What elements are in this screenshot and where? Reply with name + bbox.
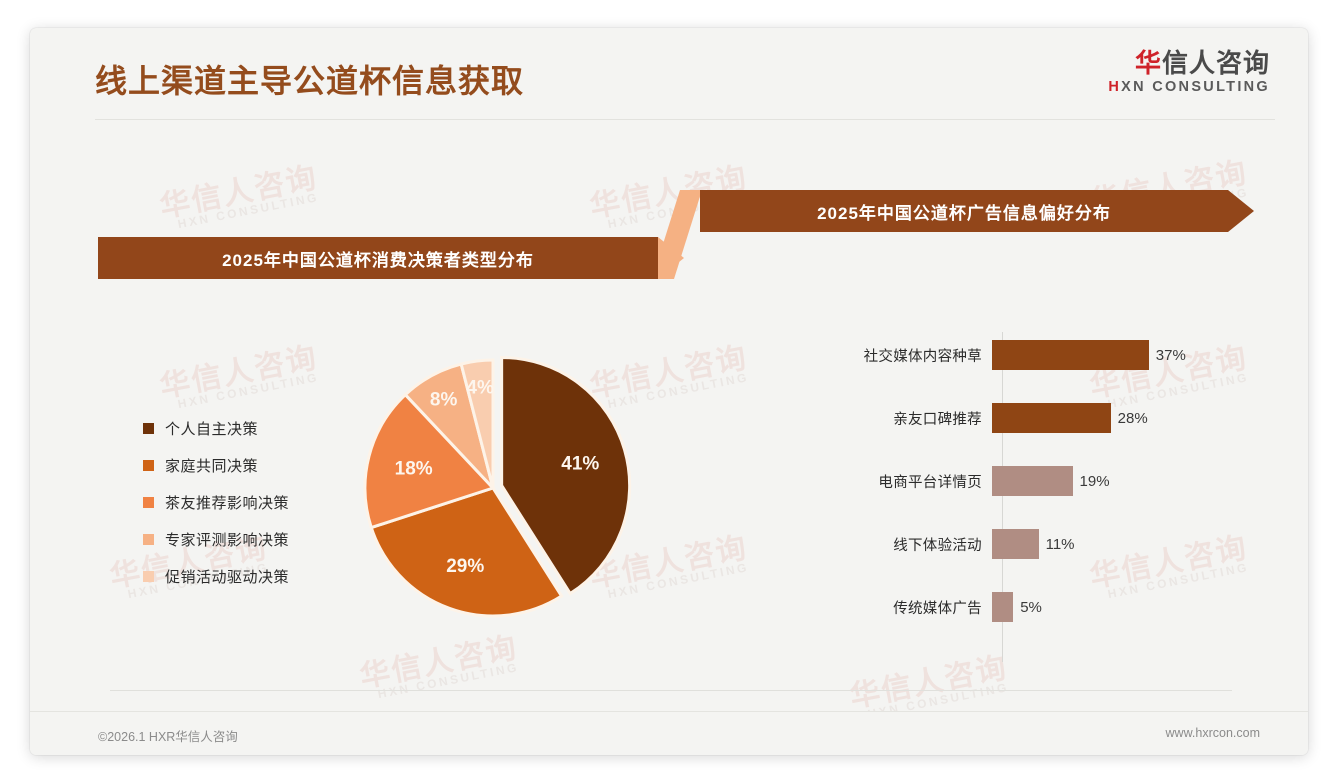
slide-header: 线上渠道主导公道杯信息获取 华信人咨询 HXN CONSULTING [30, 28, 1308, 120]
bar-chart-row[interactable]: 社交媒体内容种草 37% [790, 340, 1260, 370]
bar-category-label: 线下体验活动 [893, 537, 982, 554]
pie-slice-value: 18% [395, 459, 433, 480]
pie-slice-value: 29% [446, 556, 484, 577]
copyright-text: ©2026.1 HXR华信人咨询 [98, 730, 238, 744]
pie-legend-label: 家庭共同决策 [165, 458, 259, 475]
pie-slice[interactable] [500, 355, 632, 596]
pie-legend: 个人自主决策 家庭共同决策茶友推荐影响决策 专家评测影响决策 促销活动驱动决策 [143, 418, 289, 603]
pie-legend-item[interactable]: 家庭共同决策 [143, 455, 289, 476]
bar-track: 5% [992, 592, 1260, 622]
logo-en-rest: XN CONSULTING [1121, 79, 1270, 96]
bar-chart-row[interactable]: 传统媒体广告 5% [790, 592, 1260, 622]
bar-track: 28% [992, 403, 1260, 433]
logo-cn-rest: 信人咨询 [1161, 48, 1270, 78]
banner-right-title: 2025年中国公道杯广告信息偏好分布 [700, 190, 1254, 232]
bar-track: 11% [992, 529, 1260, 559]
slide-footer: ©2026.1 HXR华信人咨询 www.hxrcon.com [30, 711, 1308, 755]
pie-legend-item[interactable]: 专家评测影响决策 [143, 529, 289, 550]
pie-chart: 41% 29% 18% 8% 4% [363, 355, 632, 618]
bar-category-label: 社交媒体内容种草 [863, 348, 982, 365]
pie-chart-panel: 个人自主决策 家庭共同决策茶友推荐影响决策 专家评测影响决策 促销活动驱动决策 41%… [98, 318, 658, 678]
logo-english: HXN CONSULTING [1108, 79, 1270, 95]
bar-fill[interactable] [992, 403, 1111, 433]
bar-value-label: 5% [1020, 598, 1042, 616]
legend-swatch-icon [143, 571, 154, 582]
page-title: 线上渠道主导公道杯信息获取 [95, 63, 525, 99]
logo-chinese: 华信人咨询 [1108, 48, 1270, 78]
bar-value-label: 11% [1045, 535, 1075, 553]
pie-legend-item[interactable]: 促销活动驱动决策 [143, 566, 289, 587]
header-divider [95, 119, 1275, 120]
website-url[interactable]: www.hxrcon.com [1165, 726, 1260, 740]
bar-track: 19% [992, 466, 1260, 496]
bar-fill[interactable] [992, 466, 1073, 496]
banner-layer: 2025年中国公道杯消费决策者类型分布 2025年中国公道杯广告信息偏好分布 [30, 28, 1308, 755]
legend-swatch-icon [143, 460, 154, 471]
pie-slice[interactable] [459, 358, 495, 489]
bar-fill[interactable] [992, 529, 1039, 559]
pie-legend-label: 促销活动驱动决策 [165, 569, 290, 586]
banner-left-title: 2025年中国公道杯消费决策者类型分布 [98, 237, 684, 279]
legend-swatch-icon [143, 423, 154, 434]
pie-slice[interactable] [363, 392, 496, 530]
legend-swatch-icon [143, 534, 154, 545]
pie-slice-value: 4% [466, 377, 494, 398]
pie-legend-item[interactable]: 个人自主决策 [143, 418, 289, 439]
bar-chart-panel: 社交媒体内容种草 37% 亲友口碑推荐 28% 电商平台详情页 19% 线下体验活动 11% 传… [790, 318, 1260, 678]
bar-chart-row[interactable]: 线下体验活动 11% [790, 529, 1260, 559]
bar-value-label: 19% [1079, 472, 1110, 490]
legend-swatch-icon [143, 497, 154, 508]
pie-legend-label: 茶友推荐影响决策 [165, 495, 290, 512]
pie-legend-label: 专家评测影响决策 [165, 532, 290, 549]
bar-category-label: 亲友口碑推荐 [893, 411, 982, 428]
pie-slice-value: 8% [430, 389, 458, 410]
pie-slice-value: 41% [561, 454, 599, 475]
pie-legend-label: 个人自主决策 [165, 421, 259, 438]
bar-track: 37% [992, 340, 1260, 370]
slide-canvas: 华信人咨询 HXN CONSULTING 华信人咨询 HXN CONSULTING 华信… [30, 28, 1308, 755]
footnote-divider [110, 690, 1232, 691]
logo-en-highlight: H [1108, 79, 1122, 96]
bar-chart-axis-line [1002, 332, 1003, 662]
bar-category-label: 传统媒体广告 [893, 600, 982, 617]
company-logo: 华信人咨询 HXN CONSULTING [1108, 48, 1270, 95]
bar-chart-row[interactable]: 亲友口碑推荐 28% [790, 403, 1260, 433]
bar-value-label: 37% [1155, 346, 1186, 364]
pie-slice[interactable] [369, 486, 564, 618]
bar-value-label: 28% [1117, 409, 1148, 427]
bar-fill[interactable] [992, 340, 1149, 370]
bar-category-label: 电商平台详情页 [878, 474, 982, 491]
bar-fill[interactable] [992, 592, 1014, 622]
logo-cn-highlight: 华 [1134, 48, 1162, 78]
pie-legend-item[interactable]: 茶友推荐影响决策 [143, 492, 289, 513]
bar-chart-row[interactable]: 电商平台详情页 19% [790, 466, 1260, 496]
